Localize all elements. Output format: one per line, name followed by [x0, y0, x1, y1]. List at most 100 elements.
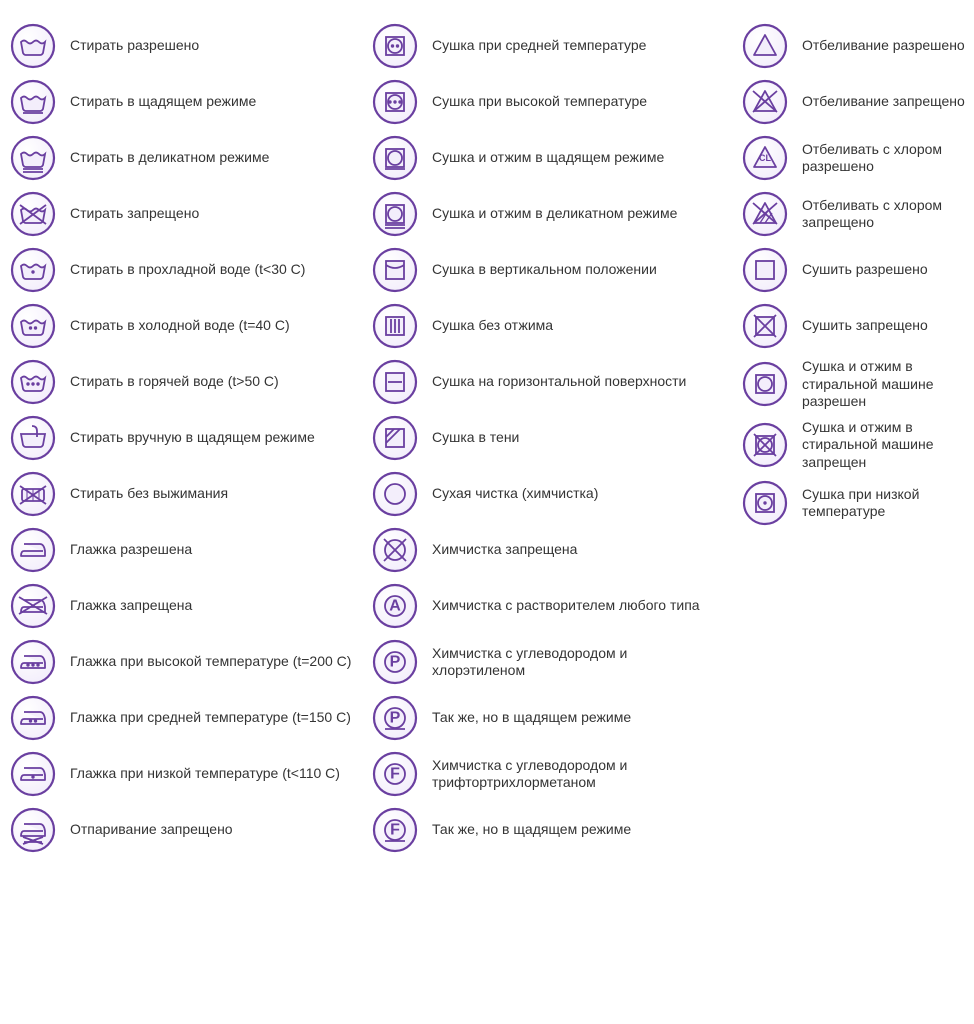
- iron-no-0-10-icon: [10, 583, 56, 629]
- legend-row: Сушить запрещено: [742, 298, 974, 354]
- legend-row: Сушка и отжим в стиральной машине разреш…: [742, 354, 974, 415]
- circle-ring: [372, 471, 418, 517]
- legend-label: Глажка при низкой температуре (t<110 C): [70, 765, 354, 783]
- legend-row: Глажка при высокой температуре (t=200 C): [10, 634, 354, 690]
- wash-40-ring: [10, 303, 56, 349]
- legend-label: Сушка на горизонтальной поверхности: [432, 373, 724, 391]
- bleach-2-0-icon: [742, 23, 788, 69]
- wash-gentle-ring: [10, 79, 56, 125]
- legend-row: Сушка и отжим в деликатном режиме: [372, 186, 724, 242]
- tumble-2-1-0-icon: [372, 23, 418, 69]
- wash-0-0-icon: [10, 23, 56, 69]
- legend-row: Сушка в вертикальном положении: [372, 242, 724, 298]
- svg-text:A: A: [389, 598, 401, 615]
- legend-label: Сушка при низкой температуре: [802, 486, 974, 521]
- legend-row: Глажка при средней температуре (t=150 C): [10, 690, 354, 746]
- legend-label: Стирать без выжимания: [70, 485, 354, 503]
- legend-row: Отпаривание запрещено: [10, 802, 354, 858]
- legend-label: Стирать вручную в щадящем режиме: [70, 429, 354, 447]
- legend-label: Глажка при средней температуре (t=150 C): [70, 709, 354, 727]
- dry-drip-1-5-icon: [372, 303, 418, 349]
- legend-label: Химчистка с растворителем любого типа: [432, 597, 724, 615]
- legend-label: Отбеливать с хлором запрещено: [802, 197, 974, 232]
- wash-30-0-4-icon: [10, 247, 56, 293]
- tumble-3-ring: [372, 79, 418, 125]
- legend-row: F Так же, но в щадящем режиме: [372, 802, 724, 858]
- wash-no-wring-ring: [10, 471, 56, 517]
- legend-label: Сушка и отжим в стиральной машине запрещ…: [802, 419, 974, 472]
- svg-text:P: P: [390, 654, 401, 671]
- care-symbols-legend: Стирать разрешено Стирать в щадящем режи…: [10, 18, 964, 858]
- legend-label: Химчистка с углеводородом и трифтортрихл…: [432, 757, 724, 792]
- legend-label: Сушка при средней температуре: [432, 37, 724, 55]
- legend-label: Химчистка с углеводородом и хлорэтиленом: [432, 645, 724, 680]
- square-ring: [742, 247, 788, 293]
- legend-column-2: Отбеливание разрешено Отбеливание запрещ…: [742, 18, 974, 858]
- legend-label: Стирать в деликатном режиме: [70, 149, 354, 167]
- bleach-cl-no-2-3-icon: [742, 191, 788, 237]
- dry-shade-ring: [372, 415, 418, 461]
- legend-row: Стирать разрешено: [10, 18, 354, 74]
- legend-label: Отбеливание запрещено: [802, 93, 974, 111]
- bleach-cl-2-2-icon: CL: [742, 135, 788, 181]
- legend-label: Стирать в щадящем режиме: [70, 93, 354, 111]
- legend-label: Сушка и отжим в стиральной машине разреш…: [802, 358, 974, 411]
- iron-no-steam-ring: [10, 807, 56, 853]
- tumble-3-1-1-icon: [372, 79, 418, 125]
- tumble-gentle-1-2-icon: [372, 135, 418, 181]
- legend-column-0: Стирать разрешено Стирать в щадящем режи…: [10, 18, 354, 858]
- circle-P-gentle-1-12-icon: P: [372, 695, 418, 741]
- tumble-delicate-1-3-icon: [372, 191, 418, 237]
- iron-0-9-icon: [10, 527, 56, 573]
- legend-label: Сушить разрешено: [802, 261, 974, 279]
- legend-label: Сушка и отжим в деликатном режиме: [432, 205, 724, 223]
- legend-row: Сушить разрешено: [742, 242, 974, 298]
- circle-F-gentle-ring: F: [372, 807, 418, 853]
- legend-label: Отпаривание запрещено: [70, 821, 354, 839]
- wash-no-0-3-icon: [10, 191, 56, 237]
- wash-50-0-6-icon: [10, 359, 56, 405]
- circle-F-gentle-1-14-icon: F: [372, 807, 418, 853]
- legend-row: Отбеливание разрешено: [742, 18, 974, 74]
- tumble-delicate-ring: [372, 191, 418, 237]
- tumble-2-6-icon: [742, 361, 788, 407]
- legend-label: Сушка при высокой температуре: [432, 93, 724, 111]
- legend-row: Стирать запрещено: [10, 186, 354, 242]
- svg-text:P: P: [390, 710, 401, 727]
- legend-row: CL Отбеливать с хлором разрешено: [742, 130, 974, 186]
- legend-row: Сушка и отжим в стиральной машине запрещ…: [742, 415, 974, 476]
- legend-label: Так же, но в щадящем режиме: [432, 709, 724, 727]
- legend-label: Глажка запрещена: [70, 597, 354, 615]
- iron-no-steam-0-14-icon: [10, 807, 56, 853]
- bleach-ring: [742, 23, 788, 69]
- circle-1-8-icon: [372, 471, 418, 517]
- bleach-cl-no-ring: [742, 191, 788, 237]
- tumble-no-ring: [742, 422, 788, 468]
- legend-row: F Химчистка с углеводородом и трифтортри…: [372, 746, 724, 802]
- iron-1-ring: [10, 751, 56, 797]
- legend-label: Стирать запрещено: [70, 205, 354, 223]
- legend-label: Сушка без отжима: [432, 317, 724, 335]
- bleach-no-ring: [742, 79, 788, 125]
- tumble-no-2-7-icon: [742, 422, 788, 468]
- legend-row: Сушка в тени: [372, 410, 724, 466]
- dry-hang-ring: [372, 247, 418, 293]
- circle-F-ring: F: [372, 751, 418, 797]
- iron-2-0-12-icon: [10, 695, 56, 741]
- legend-row: Сухая чистка (химчистка): [372, 466, 724, 522]
- tumble-ring: [742, 361, 788, 407]
- legend-label: Стирать в горячей воде (t>50 C): [70, 373, 354, 391]
- dry-drip-ring: [372, 303, 418, 349]
- circle-no-ring: [372, 527, 418, 573]
- iron-2-ring: [10, 695, 56, 741]
- legend-row: Сушка при средней температуре: [372, 18, 724, 74]
- dry-shade-1-7-icon: [372, 415, 418, 461]
- wash-40-0-5-icon: [10, 303, 56, 349]
- square-no-ring: [742, 303, 788, 349]
- legend-row: Стирать в прохладной воде (t<30 C): [10, 242, 354, 298]
- wash-30-ring: [10, 247, 56, 293]
- legend-label: Химчистка запрещена: [432, 541, 724, 559]
- legend-row: P Так же, но в щадящем режиме: [372, 690, 724, 746]
- legend-row: Стирать без выжимания: [10, 466, 354, 522]
- legend-row: Глажка при низкой температуре (t<110 C): [10, 746, 354, 802]
